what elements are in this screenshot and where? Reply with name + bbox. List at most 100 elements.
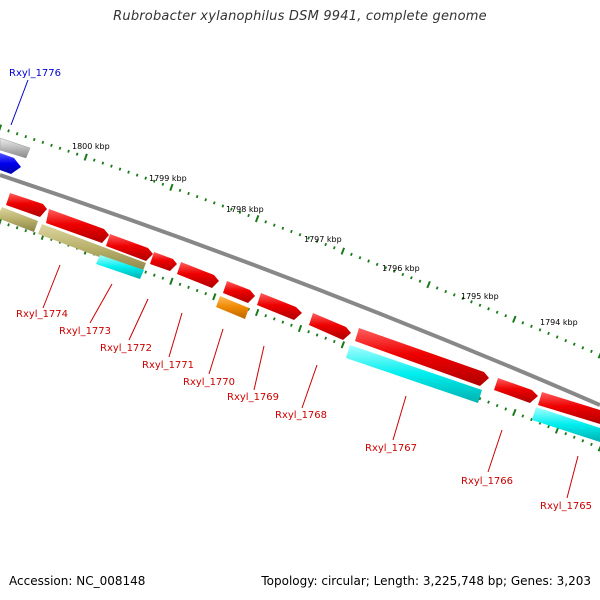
gene-label-rxyl-1768[interactable]: Rxyl_1768 — [275, 410, 327, 421]
major-tick — [254, 308, 260, 317]
minor-tick — [521, 321, 525, 325]
minor-tick — [118, 167, 122, 171]
minor-tick — [110, 164, 113, 168]
minor-tick — [32, 137, 36, 142]
leader-line — [253, 345, 265, 391]
minor-tick — [41, 140, 45, 144]
minor-tick — [144, 270, 148, 274]
minor-tick — [461, 296, 465, 301]
minor-tick — [375, 262, 379, 267]
leader-line — [392, 395, 407, 441]
major-tick — [597, 352, 600, 359]
minor-tick — [290, 323, 293, 327]
minor-tick — [521, 414, 525, 418]
minor-tick — [358, 256, 362, 260]
minor-tick — [495, 310, 499, 314]
minor-tick — [204, 291, 208, 296]
minor-tick — [238, 210, 242, 214]
minor-tick — [572, 435, 576, 439]
gene-label-rxyl-1772[interactable]: Rxyl_1772 — [100, 343, 152, 354]
minor-tick — [530, 417, 533, 422]
minor-tick — [204, 198, 208, 202]
kbp-label: 1795 kbp — [461, 292, 499, 301]
genome-backbone — [0, 173, 600, 407]
minor-tick — [264, 314, 268, 318]
major-tick — [340, 341, 346, 349]
kbp-label: 1799 kbp — [149, 174, 187, 183]
minor-tick — [58, 146, 62, 150]
minor-tick — [564, 432, 568, 436]
gene-arrow-rxyl-1772 — [106, 234, 153, 261]
major-tick — [340, 247, 346, 255]
minor-tick — [24, 229, 28, 233]
minor-tick — [487, 307, 490, 311]
minor-tick — [7, 223, 10, 227]
gene-label-rxyl-1769[interactable]: Rxyl_1769 — [227, 392, 279, 403]
minor-tick — [290, 229, 293, 234]
minor-tick — [418, 279, 422, 283]
leader-line — [128, 298, 149, 341]
minor-tick — [32, 231, 36, 236]
minor-tick — [495, 403, 499, 408]
minor-tick — [15, 226, 19, 230]
major-tick — [254, 215, 260, 223]
minor-tick — [24, 135, 28, 139]
gene-arrow-rxyl-1770 — [177, 262, 219, 288]
minor-tick — [572, 342, 576, 346]
gene-arrow-rxyl-1774 — [6, 193, 47, 217]
minor-tick — [324, 336, 328, 340]
kbp-label: 1800 kbp — [72, 142, 110, 151]
gene-label-rxyl-1776[interactable]: Rxyl_1776 — [9, 68, 61, 79]
ticks-outer — [0, 124, 600, 359]
gene-label-rxyl-1771[interactable]: Rxyl_1771 — [142, 360, 194, 371]
map-title: Rubrobacter xylanophilus DSM 9941, compl… — [113, 9, 487, 24]
minor-tick — [272, 223, 276, 227]
accession-text: Accession: NC_008148 — [9, 574, 146, 588]
minor-tick — [504, 314, 508, 318]
major-tick — [0, 124, 3, 132]
minor-tick — [332, 339, 336, 344]
minor-tick — [127, 170, 130, 174]
minor-tick — [581, 439, 585, 443]
leader-line — [566, 455, 579, 499]
major-tick — [512, 315, 517, 323]
major-tick — [0, 218, 3, 226]
minor-tick — [67, 149, 70, 153]
gene-label-rxyl-1774[interactable]: Rxyl_1774 — [16, 309, 68, 320]
gene-arrow-rxyl-1767 — [355, 328, 489, 386]
minor-tick — [435, 286, 439, 290]
minor-tick — [7, 129, 10, 133]
minor-tick — [247, 307, 250, 311]
gene-label-rxyl-1766[interactable]: Rxyl_1766 — [461, 476, 513, 487]
minor-tick — [195, 288, 199, 293]
topology-info: Topology: circular; Length: 3,225,748 bp… — [261, 574, 591, 588]
minor-tick — [307, 236, 310, 240]
gene-label-rxyl-1770[interactable]: Rxyl_1770 — [183, 377, 235, 388]
major-tick — [212, 293, 217, 301]
gene-arrow-rxyl-1776 — [0, 153, 21, 174]
gene-label-rxyl-1767[interactable]: Rxyl_1767 — [365, 443, 417, 454]
major-tick — [426, 281, 431, 289]
leader-line — [301, 364, 318, 409]
minor-tick — [315, 239, 319, 243]
minor-tick — [444, 289, 448, 294]
minor-tick — [581, 346, 585, 350]
leader-line — [487, 429, 503, 473]
orange-feature — [216, 296, 249, 319]
minor-tick — [161, 276, 165, 280]
leader-line — [208, 328, 224, 375]
olive-feature — [0, 207, 38, 232]
minor-tick — [555, 335, 559, 339]
minor-tick — [178, 188, 182, 193]
minor-tick — [478, 303, 482, 307]
gene-label-rxyl-1765[interactable]: Rxyl_1765 — [540, 501, 592, 512]
minor-tick — [152, 179, 156, 183]
minor-tick — [384, 266, 388, 270]
minor-tick — [212, 201, 216, 205]
cyan-feature — [96, 255, 144, 279]
minor-tick — [530, 324, 533, 328]
minor-tick — [307, 330, 310, 334]
gene-label-rxyl-1773[interactable]: Rxyl_1773 — [59, 326, 111, 337]
major-tick — [512, 408, 517, 417]
